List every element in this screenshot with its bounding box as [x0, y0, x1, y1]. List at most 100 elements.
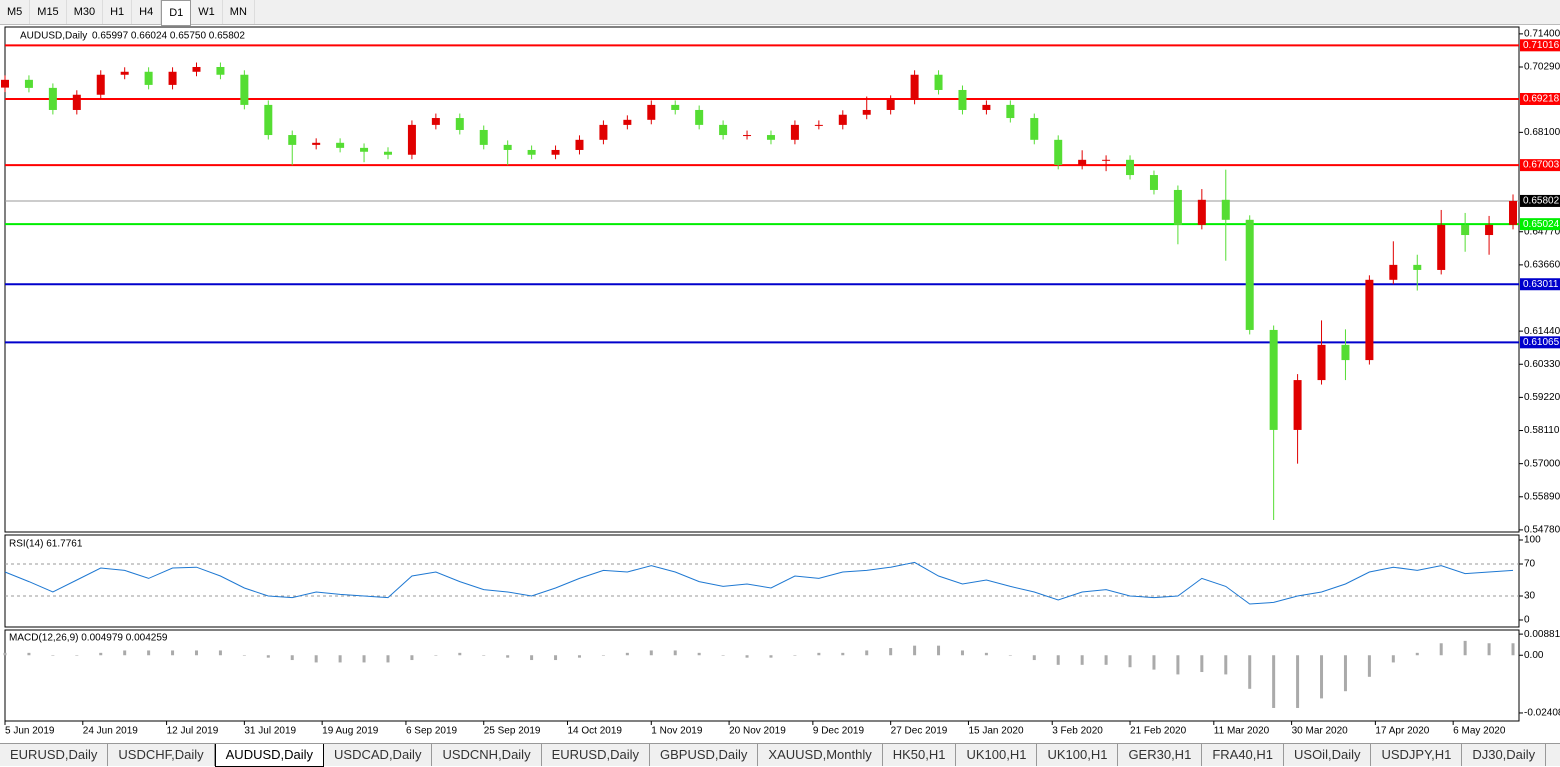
candle-body	[168, 71, 177, 85]
level-tag	[1520, 39, 1560, 52]
symbol-tab[interactable]: DJ30,Daily	[1462, 744, 1547, 766]
macd-bar	[721, 655, 725, 656]
candle-body	[288, 135, 297, 145]
symbol-tab[interactable]: USOil,Daily	[1284, 744, 1372, 766]
macd-bar	[817, 652, 821, 656]
timeframe-toolbar: M5 M15 M30 H1 H4 D1 W1 MN	[0, 0, 1560, 26]
symbol-tab[interactable]: HK50,H1	[883, 744, 957, 766]
symbol-tab[interactable]: GBPUSD,Daily	[650, 744, 759, 766]
macd-bar	[1104, 655, 1108, 665]
candle-body	[1149, 175, 1158, 190]
symbol-tab[interactable]: AUDUSD,Daily	[214, 744, 325, 767]
y-tick-label: 0.00	[1524, 650, 1544, 661]
macd-bar	[1128, 655, 1132, 668]
candle-body	[982, 104, 991, 110]
macd-bar	[1415, 652, 1419, 656]
x-tick-label: 25 Sep 2019	[484, 726, 541, 737]
level-label: 0.67003	[1523, 160, 1560, 171]
macd-bar	[506, 655, 510, 658]
level-label: 0.65024	[1523, 219, 1560, 230]
y-tick-label: 30	[1524, 591, 1536, 602]
symbol-tab[interactable]: USDJPY,H1	[1371, 744, 1463, 766]
candle-body	[1221, 199, 1230, 220]
symbol-tab[interactable]: EURUSD,Daily	[542, 744, 650, 766]
candle-body	[216, 66, 225, 75]
timeframe-button[interactable]: D1	[161, 0, 192, 26]
candle-body	[1341, 344, 1350, 361]
macd-bar	[1320, 655, 1324, 699]
x-tick-label: 17 Apr 2020	[1375, 726, 1429, 737]
macd-bar	[1391, 655, 1395, 663]
candle-body	[1317, 344, 1326, 381]
candle-body	[1365, 279, 1374, 361]
timeframe-button[interactable]: MN	[223, 0, 255, 24]
level-tag	[1520, 159, 1560, 172]
macd-bar	[3, 652, 7, 656]
candle-body	[360, 147, 369, 152]
main-panel	[4, 26, 1520, 533]
macd-bar	[434, 655, 438, 656]
macd-bar	[889, 648, 893, 656]
macd-bar	[1224, 655, 1228, 675]
rsi-title: RSI(14) 61.7761	[9, 539, 83, 550]
timeframe-button[interactable]: M15	[30, 0, 67, 24]
macd-bar	[194, 650, 198, 656]
candle-body	[192, 66, 201, 72]
symbol-tab[interactable]: USDCNH,Daily	[432, 744, 542, 766]
y-tick-label: -0.02408	[1524, 708, 1560, 719]
symbol-tab[interactable]: FRA40,H1	[1202, 744, 1285, 766]
candle-body	[503, 144, 512, 150]
candle-body	[1173, 189, 1182, 225]
ohlc-text: 0.65997 0.66024 0.65750 0.65802	[92, 31, 245, 42]
symbol-tab[interactable]: EURUSD,Daily	[0, 744, 109, 766]
y-tick-label: 0.70290	[1524, 62, 1560, 73]
macd-bar	[171, 650, 175, 656]
candle-body	[1, 79, 9, 88]
candle-body	[599, 124, 608, 140]
macd-bar	[1439, 643, 1443, 656]
candle-body	[1197, 199, 1206, 225]
macd-bar	[1367, 655, 1371, 677]
symbol-tab[interactable]: UK100,H1	[956, 744, 1038, 766]
timeframe-button[interactable]: H4	[132, 0, 162, 24]
rsi-panel	[4, 534, 1520, 628]
level-tag	[1520, 336, 1560, 349]
candle-body	[479, 129, 488, 145]
macd-bar	[984, 652, 988, 656]
symbol-tab[interactable]: USDCAD,Daily	[324, 744, 433, 766]
symbol-tab[interactable]: USDCHF,Daily	[108, 744, 215, 766]
macd-bar	[1152, 655, 1156, 670]
macd-bar	[99, 652, 103, 656]
y-tick-label: 0.60330	[1524, 359, 1560, 370]
x-tick-label: 31 Jul 2019	[244, 726, 296, 737]
macd-bar	[960, 650, 964, 656]
candle-body	[1389, 264, 1398, 280]
candle-body	[1269, 329, 1278, 430]
candle-body	[455, 118, 464, 130]
macd-bar	[362, 655, 366, 663]
macd-bar	[601, 655, 605, 656]
chart-title: AUDUSD,Daily	[20, 31, 87, 42]
level-tag	[1520, 92, 1560, 105]
macd-bar	[697, 652, 701, 656]
timeframe-button[interactable]: M5	[0, 0, 31, 24]
candle-body	[910, 74, 919, 100]
timeframe-button[interactable]: W1	[191, 0, 223, 24]
candle-body	[312, 142, 321, 145]
candle-body	[743, 135, 752, 137]
macd-bar	[769, 655, 773, 658]
candle-body	[120, 71, 129, 75]
y-tick-label: 0.58110	[1524, 425, 1560, 436]
timeframe-button[interactable]: H1	[103, 0, 133, 24]
candle-body	[24, 79, 33, 88]
macd-bar	[1463, 640, 1467, 656]
macd-bar	[1343, 655, 1347, 692]
timeframe-button[interactable]: M30	[67, 0, 104, 24]
symbol-tab[interactable]: UK100,H1	[1037, 744, 1119, 766]
candle-body	[527, 149, 536, 155]
symbol-tab[interactable]: GER30,H1	[1118, 744, 1203, 766]
symbol-tab[interactable]: XAUUSD,Monthly	[758, 744, 883, 766]
macd-bar	[410, 655, 414, 661]
x-tick-label: 14 Oct 2019	[568, 726, 623, 737]
